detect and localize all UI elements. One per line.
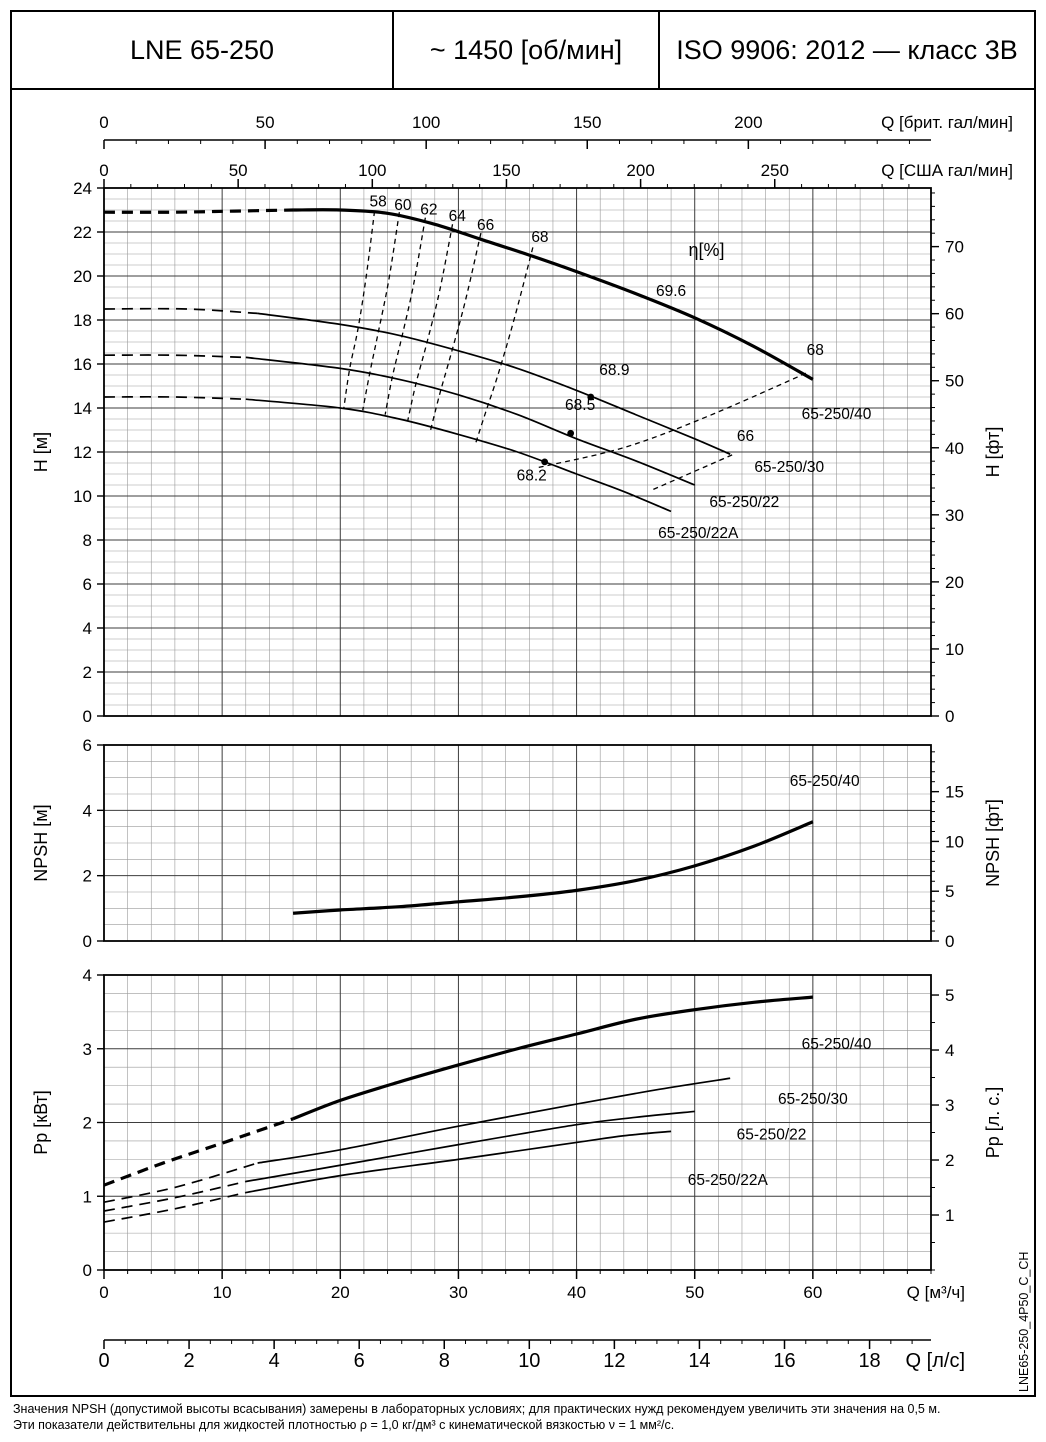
footnote-npsh: Значения NPSH (допустимой высоты всасыва… [13,1402,941,1416]
chart-area-border [10,88,1036,1397]
footnote-density: Эти показатели действительны для жидкост… [13,1418,675,1433]
test-standard: ISO 9906: 2012 — класс 3В [676,34,1018,65]
pump-model: LNE 65-250 [129,34,275,65]
title-block: LNE 65-250 ~ 1450 [об/мин] ISO 9906: 201… [10,10,1036,88]
pump-speed: ~ 1450 [об/мин] [392,12,660,88]
footnotes: Значения NPSH (допустимой высоты всасыва… [13,1401,1029,1434]
